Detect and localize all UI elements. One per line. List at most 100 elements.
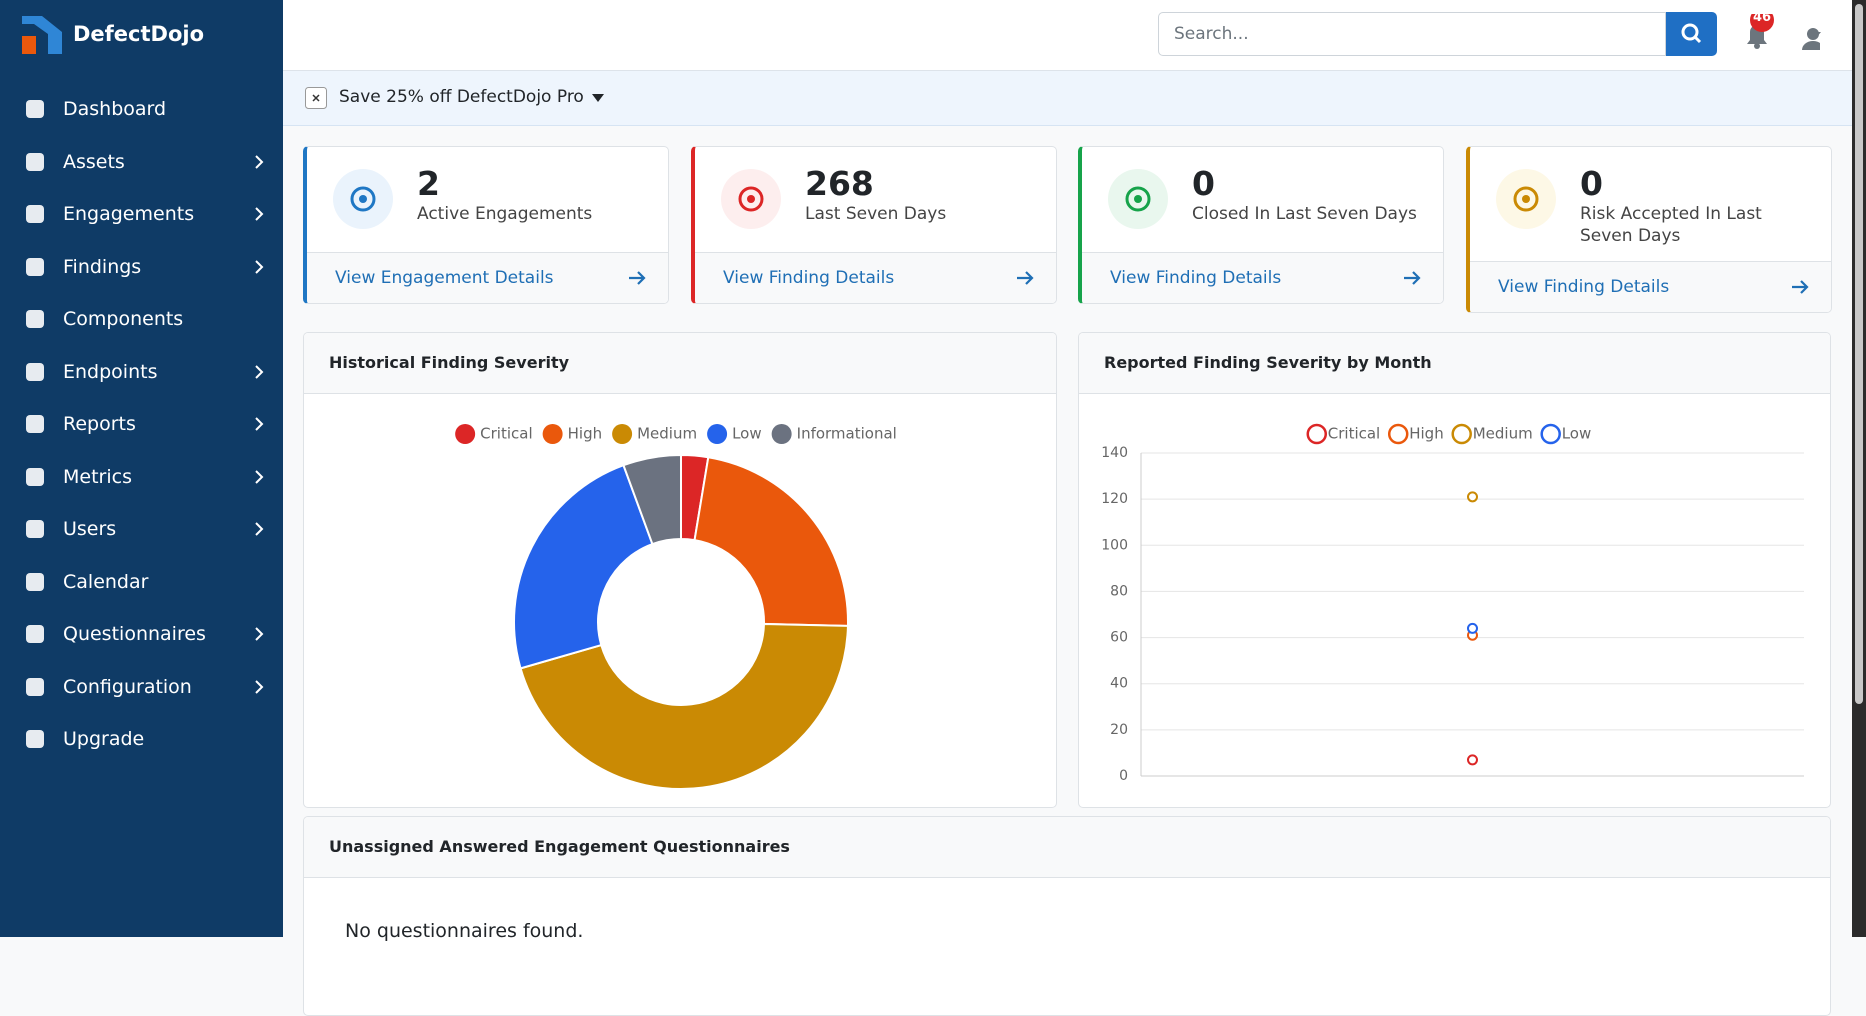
severity-panel: Historical Finding Severity Critical High…	[303, 332, 1057, 808]
nav-item[interactable]: Endpoints	[63, 360, 158, 383]
icon-dot	[359, 195, 367, 203]
chevron	[255, 154, 264, 169]
y-tick-label: 80	[1110, 583, 1128, 599]
nav-icon	[26, 152, 44, 171]
nav-icon-shape	[26, 257, 44, 276]
scrollbar-thumb[interactable]	[1855, 4, 1863, 704]
logo	[22, 16, 62, 54]
search-button[interactable]	[1666, 12, 1717, 56]
card-body: 0 Closed In Last Seven Days	[1082, 147, 1443, 252]
y-tick-label: 120	[1101, 491, 1128, 507]
nav-icon	[26, 730, 44, 748]
legend-label: Medium	[1473, 425, 1533, 443]
nav-item[interactable]: Findings	[63, 255, 142, 278]
banner-close[interactable]	[305, 87, 327, 109]
stat-card: 2 Active Engagements View Engagement Detai…	[303, 146, 669, 304]
card-link[interactable]: View Engagement Details	[307, 252, 668, 303]
stat-card: 0 Risk Accepted In Last Seven Days View Fi…	[1466, 146, 1832, 313]
nav-item[interactable]: Dashboard	[63, 98, 167, 120]
legend-swatch	[771, 424, 792, 444]
nav-item[interactable]: Reports	[63, 413, 136, 435]
chevron	[255, 469, 264, 484]
nav-icon	[26, 625, 44, 643]
brand[interactable]: DefectDojo	[73, 22, 205, 46]
chevron	[255, 259, 264, 274]
card-value: 2	[417, 164, 440, 203]
card-icon	[721, 169, 781, 229]
icon-ring	[1125, 186, 1151, 212]
nav-chevron	[255, 154, 264, 169]
chevron	[255, 679, 264, 694]
legend: Critical High Medium Low Informational	[455, 424, 897, 444]
nav-chevron	[255, 522, 264, 536]
nav-icon-shape	[26, 152, 44, 171]
scatter-chart: 0 20 40 60 80 100 120 140 Critical High Medium Low	[1101, 423, 1804, 784]
scrollbar[interactable]	[1852, 0, 1866, 937]
nav-icon-shape	[26, 572, 44, 591]
y-tick-label: 40	[1110, 676, 1128, 692]
nav-chevron	[255, 417, 264, 431]
chevron	[255, 627, 264, 641]
panel-title: Unassigned Answered Engagement Questionn…	[304, 817, 1830, 878]
stat-card: 268 Last Seven Days View Finding Details	[691, 146, 1057, 304]
panel-title: Reported Finding Severity by Month	[1079, 333, 1830, 394]
legend-swatch	[455, 424, 476, 444]
nav-chevron	[255, 259, 264, 274]
nav-item[interactable]: Assets	[63, 150, 125, 173]
nav-icon	[26, 520, 44, 538]
donut-slice	[519, 622, 849, 790]
search-input[interactable]: Search...	[1158, 12, 1666, 56]
donut-slice	[513, 463, 654, 670]
banner-text[interactable]: Save 25% off DefectDojo Pro	[339, 87, 584, 107]
card-body: 2 Active Engagements	[307, 147, 668, 252]
donut-chart: Critical High Medium Low Informational	[455, 424, 897, 790]
card-label: Risk Accepted In Last Seven Days	[1580, 204, 1762, 246]
card-icon	[333, 169, 393, 229]
nav-item[interactable]: Users	[63, 518, 117, 540]
nav-item[interactable]: Engagements	[63, 203, 195, 225]
arrow-icon	[1017, 271, 1034, 285]
icon-ring	[738, 186, 764, 212]
legend-swatch	[542, 424, 563, 444]
card-label: Last Seven Days	[805, 204, 947, 224]
y-tick-label: 60	[1110, 630, 1128, 646]
panel-title: Historical Finding Severity	[304, 333, 1056, 394]
header-icons	[1747, 14, 1820, 50]
card-icon	[1108, 169, 1168, 229]
card-link[interactable]: View Finding Details	[695, 252, 1056, 303]
y-tick-label: 0	[1119, 768, 1128, 784]
card-link[interactable]: View Finding Details	[1470, 261, 1831, 312]
chevron	[255, 207, 264, 221]
icon-dot	[747, 195, 755, 203]
nav-item[interactable]: Calendar	[63, 570, 149, 593]
nav-icon-shape	[26, 467, 44, 486]
nav-icon	[26, 100, 44, 118]
nav-item[interactable]: Configuration	[63, 675, 192, 698]
search-placeholder: Search...	[1174, 24, 1249, 44]
card-label: Closed In Last Seven Days	[1192, 204, 1417, 224]
sidebar: DefectDojo Dashboard Assets Engagements Fin…	[0, 0, 283, 937]
nav-icon-shape	[26, 625, 44, 643]
legend-swatch	[707, 424, 728, 444]
nav-item[interactable]: Upgrade	[63, 728, 145, 750]
chevron	[255, 522, 264, 536]
nav-item[interactable]: Questionnaires	[63, 623, 206, 645]
legend-swatch	[1451, 423, 1472, 445]
card-link[interactable]: View Finding Details	[1082, 252, 1443, 303]
card-body: 268 Last Seven Days	[695, 147, 1056, 252]
nav-item[interactable]: Metrics	[63, 465, 132, 488]
card-body: 0 Risk Accepted In Last Seven Days	[1470, 147, 1831, 261]
legend-swatch	[1306, 423, 1328, 445]
icon-dot	[1522, 195, 1530, 203]
nav-item[interactable]: Components	[63, 308, 184, 330]
nav-icon-shape	[26, 362, 44, 381]
nav-icon-shape	[26, 310, 44, 328]
legend-label: High	[1409, 425, 1443, 443]
nav-icon	[26, 257, 44, 276]
donut-slice	[622, 453, 682, 546]
chevron	[255, 364, 264, 379]
icon-ring	[350, 186, 376, 212]
nav-icon	[26, 572, 44, 591]
card-label: Active Engagements	[417, 204, 593, 224]
